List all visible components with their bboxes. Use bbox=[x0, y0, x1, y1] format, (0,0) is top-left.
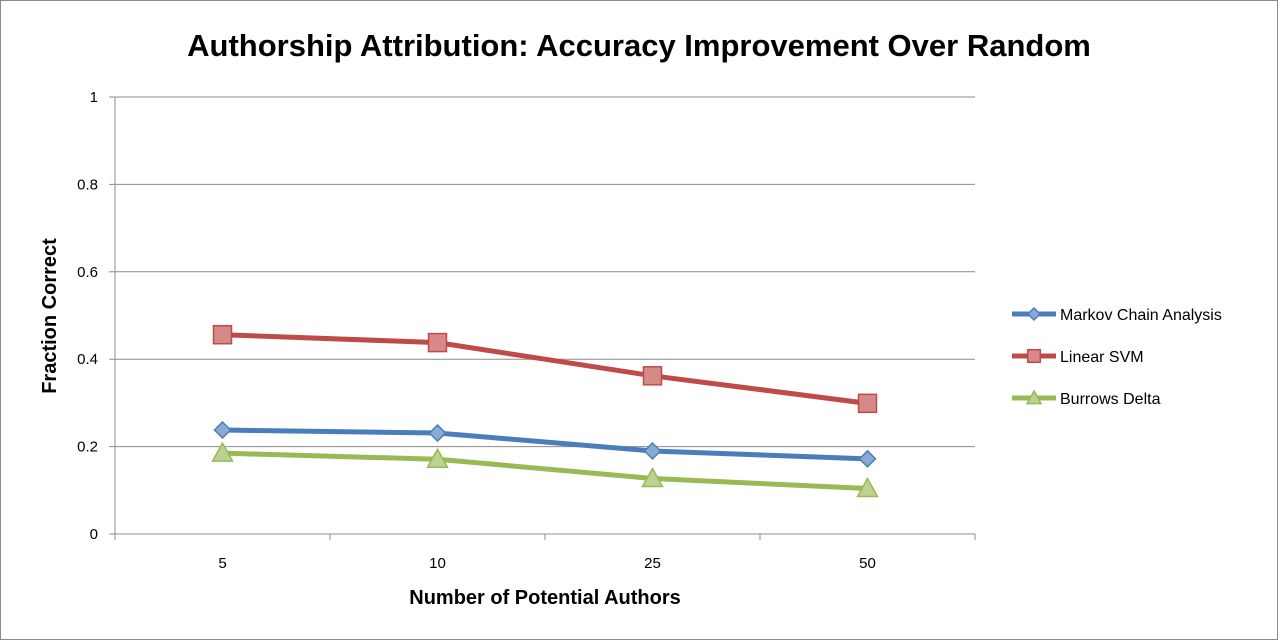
y-tick-label: 0.6 bbox=[77, 264, 98, 281]
grid-layer bbox=[115, 96, 975, 448]
y-tick-label: 0.2 bbox=[77, 439, 98, 456]
data-point bbox=[856, 477, 879, 498]
data-point bbox=[428, 423, 447, 443]
data-point bbox=[211, 441, 234, 462]
x-tick-label: 10 bbox=[429, 555, 446, 572]
data-point bbox=[641, 466, 664, 488]
series-2 bbox=[211, 441, 879, 498]
legend-item: Burrows Delta bbox=[1012, 389, 1161, 408]
series-1 bbox=[212, 324, 878, 414]
data-point bbox=[213, 420, 232, 440]
x-axis-title: Number of Potential Authors bbox=[409, 587, 680, 609]
legend: Markov Chain Analysis Linear SVM Burrows D… bbox=[1012, 306, 1222, 408]
data-point bbox=[643, 441, 662, 461]
series-layer bbox=[211, 324, 879, 498]
legend-label: Burrows Delta bbox=[1060, 391, 1161, 408]
legend-item: Markov Chain Analysis bbox=[1012, 306, 1222, 324]
x-tick-label: 25 bbox=[644, 555, 661, 572]
series-line bbox=[220, 332, 870, 406]
data-point bbox=[427, 332, 448, 353]
legend-marker bbox=[1026, 306, 1042, 322]
legend-marker bbox=[1025, 389, 1043, 405]
axis-layer: 0 0.2 0.4 0.6 0.8 1 5 10 25 50 bbox=[77, 89, 976, 572]
series-0 bbox=[213, 420, 877, 468]
legend-marker bbox=[1026, 348, 1042, 364]
series-line bbox=[220, 427, 870, 462]
data-point bbox=[426, 447, 449, 469]
y-tick-label: 0.4 bbox=[77, 351, 98, 368]
legend-label: Markov Chain Analysis bbox=[1060, 307, 1222, 324]
y-tick-label: 0 bbox=[90, 526, 98, 543]
y-axis-title: Fraction Correct bbox=[39, 238, 61, 394]
y-tick-label: 1 bbox=[90, 89, 98, 106]
y-tick-label: 0.8 bbox=[77, 176, 98, 193]
series-line bbox=[220, 450, 870, 492]
data-point bbox=[212, 324, 233, 345]
data-point bbox=[642, 366, 663, 386]
data-point bbox=[858, 449, 877, 468]
chart-title: Authorship Attribution: Accuracy Improve… bbox=[187, 28, 1091, 63]
legend-label: Linear SVM bbox=[1060, 349, 1144, 366]
legend-item: Linear SVM bbox=[1012, 348, 1144, 366]
x-tick-label: 50 bbox=[859, 555, 876, 572]
x-tick-label: 5 bbox=[218, 555, 226, 572]
data-point bbox=[857, 393, 878, 414]
